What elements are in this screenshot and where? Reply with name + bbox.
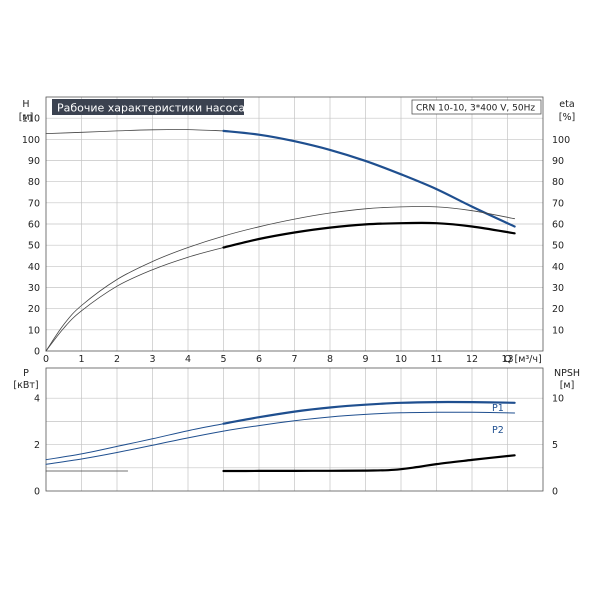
- x-tick-label: 2: [114, 354, 120, 365]
- model-label-box: [411, 99, 542, 115]
- series-line-eta: [222, 221, 516, 249]
- top-plot-grid: [46, 97, 543, 351]
- y-left-tick-label: 20: [28, 304, 40, 315]
- series-line-h: [222, 129, 516, 228]
- x-tick-label: 6: [256, 354, 262, 365]
- series-line-eta: [45, 206, 515, 352]
- y-left-tick-label: 40: [28, 262, 40, 273]
- y-right-tick-label: 0: [552, 487, 558, 498]
- y-right-tick-label: 80: [552, 177, 564, 188]
- x-tick-label: 12: [466, 354, 478, 365]
- x-tick-label: 10: [395, 354, 407, 365]
- model-label: CRN 10-10, 3*400 V, 50Hz: [416, 104, 535, 114]
- top-plot-series: [45, 129, 516, 352]
- series-line-npsh: [222, 454, 516, 473]
- x-tick-label: 3: [149, 354, 155, 365]
- y-right-label-bottom-2: [м]: [560, 380, 575, 391]
- y-right-tick-label: 60: [552, 220, 564, 231]
- y-left-tick-label: 0: [34, 487, 40, 498]
- series-line-p1: [222, 400, 516, 425]
- bottom-plot-frame: [45, 367, 544, 492]
- title-banner: [52, 99, 244, 115]
- y-left-tick-label: 4: [34, 394, 40, 405]
- y-left-tick-label: 10: [28, 325, 40, 336]
- y-right-label-top-2: [%]: [559, 112, 575, 123]
- tick-labels: 0 1 2 3 4 5 6 7 8 9 10 11 12 130102030405060708090100…: [22, 114, 570, 498]
- x-tick-label: 0: [43, 354, 49, 365]
- y-right-label-bottom-1: NPSH: [554, 368, 580, 379]
- y-right-tick-label: 10: [552, 325, 564, 336]
- y-right-tick-label: 30: [552, 283, 564, 294]
- x-tick-label: 13: [501, 354, 513, 365]
- x-tick-label: 7: [291, 354, 297, 365]
- series-label-p2: P2: [492, 425, 504, 436]
- y-left-label-top-1: H: [22, 99, 29, 110]
- y-left-tick-label: 90: [28, 156, 40, 167]
- y-right-tick-label: 100: [552, 135, 570, 146]
- top-plot-frame: [45, 96, 544, 352]
- y-left-tick-label: 30: [28, 283, 40, 294]
- y-left-tick-label: 110: [22, 114, 40, 125]
- y-left-label-top-2: [м]: [19, 112, 34, 123]
- y-right-tick-label: 5: [552, 440, 558, 451]
- series-line-eta: [45, 247, 224, 352]
- y-left-tick-label: 70: [28, 198, 40, 209]
- bottom-plot-grid: [46, 368, 543, 491]
- y-right-tick-label: 50: [552, 241, 564, 252]
- y-left-label-bottom-1: P: [23, 368, 29, 379]
- y-left-label-bottom-2: [кВт]: [13, 380, 38, 391]
- y-left-tick-label: 60: [28, 220, 40, 231]
- x-tick-label: 1: [78, 354, 84, 365]
- y-left-tick-label: 80: [28, 177, 40, 188]
- x-tick-label: 9: [362, 354, 368, 365]
- y-left-tick-label: 50: [28, 241, 40, 252]
- x-tick-label: 4: [185, 354, 191, 365]
- bottom-plot-series: [45, 400, 516, 473]
- y-left-tick-label: 0: [34, 347, 40, 358]
- y-right-tick-label: 40: [552, 262, 564, 273]
- y-right-label-top-1: eta: [559, 99, 574, 110]
- y-right-tick-label: 70: [552, 198, 564, 209]
- y-left-tick-label: 2: [34, 440, 40, 451]
- x-tick-label: 11: [430, 354, 442, 365]
- chart-title: Рабочие характеристики насоса: [57, 102, 245, 115]
- series-line-h: [45, 129, 224, 134]
- y-right-tick-label: 90: [552, 156, 564, 167]
- x-axis-label: Q [м³/ч]: [504, 354, 542, 365]
- x-tick-label: 5: [220, 354, 226, 365]
- x-tick-label: 8: [327, 354, 333, 365]
- y-right-tick-label: 20: [552, 304, 564, 315]
- series-label-p1: P1: [492, 403, 504, 414]
- series-line-p1: [45, 423, 224, 461]
- y-right-tick-label: 10: [552, 394, 564, 405]
- series-line-p2: [45, 411, 516, 465]
- y-left-tick-label: 100: [22, 135, 40, 146]
